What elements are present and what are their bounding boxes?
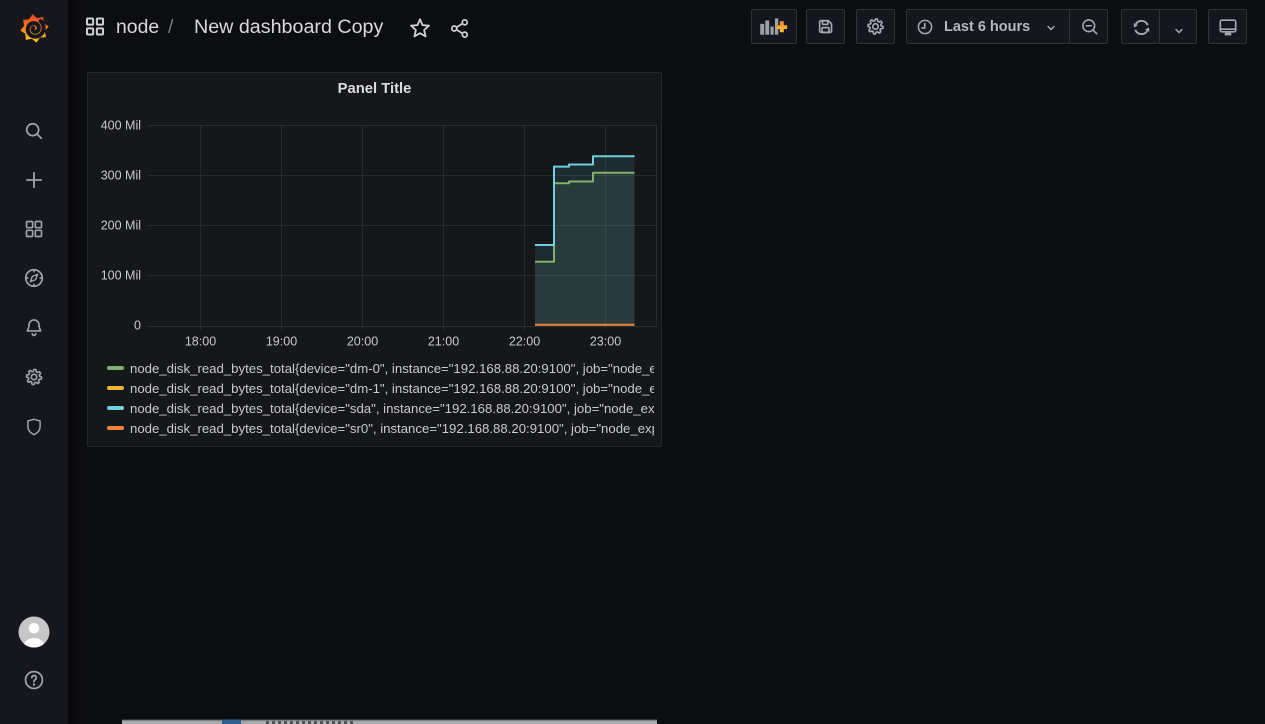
svg-text:21:00: 21:00 <box>428 335 459 349</box>
svg-text:400 Mil: 400 Mil <box>101 119 141 133</box>
svg-text:19:00: 19:00 <box>266 335 297 349</box>
svg-text:22:00: 22:00 <box>509 335 540 349</box>
svg-text:200 Mil: 200 Mil <box>101 219 141 233</box>
svg-text:23:00: 23:00 <box>590 335 621 349</box>
svg-text:300 Mil: 300 Mil <box>101 169 141 183</box>
svg-text:18:00: 18:00 <box>185 335 216 349</box>
svg-text:100 Mil: 100 Mil <box>101 269 141 283</box>
svg-text:0: 0 <box>134 319 141 333</box>
svg-text:20:00: 20:00 <box>347 335 378 349</box>
